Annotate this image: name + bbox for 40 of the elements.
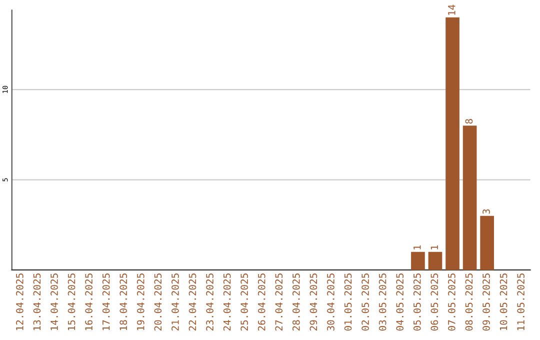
x-tick-label: 17.04.2025 xyxy=(102,274,110,330)
data-label: 1 xyxy=(414,245,421,250)
x-tick-label: 13.04.2025 xyxy=(33,274,41,330)
x-tick-label: 24.04.2025 xyxy=(223,274,231,331)
bar xyxy=(411,252,425,270)
x-tick-label: 21.04.2025 xyxy=(172,274,179,331)
x-tick-label: 16.04.2025 xyxy=(85,274,92,330)
bar xyxy=(462,126,477,270)
x-tick-label: 26.04.2025 xyxy=(258,274,266,331)
x-tick-label: 18.04.2025 xyxy=(120,274,128,330)
x-tick-label: 01.05.2025 xyxy=(344,274,352,331)
x-tick-label: 03.05.2025 xyxy=(378,274,386,331)
x-tick-label: 11.05.2025 xyxy=(517,274,524,330)
x-tick-label: 28.04.2025 xyxy=(292,274,300,331)
x-tick-label: 06.05.2025 xyxy=(430,274,438,331)
x-tick-label: 30.04.2025 xyxy=(327,274,334,331)
x-tick-label: 04.05.2025 xyxy=(396,274,404,331)
data-label: 14 xyxy=(448,4,456,15)
data-label: 1 xyxy=(430,245,438,250)
x-tick-label: 05.05.2025 xyxy=(413,274,421,331)
bar xyxy=(446,17,460,270)
bar xyxy=(428,252,442,270)
x-tick-label: 08.05.2025 xyxy=(465,274,473,331)
x-tick-label: 29.04.2025 xyxy=(310,274,318,331)
x-tick-label: 15.04.2025 xyxy=(68,274,76,330)
x-tick-label: 22.04.2025 xyxy=(188,274,196,331)
x-tick-label: 25.04.2025 xyxy=(240,274,248,331)
bar xyxy=(480,216,494,270)
x-tick-label: 23.04.2025 xyxy=(206,274,214,331)
x-tick-label: 14.04.2025 xyxy=(50,274,58,330)
x-tick-label: 12.04.2025 xyxy=(16,274,24,330)
x-tick-label: 09.05.2025 xyxy=(482,274,490,331)
data-label: 3 xyxy=(482,209,490,214)
x-tick-label: 02.05.2025 xyxy=(362,274,369,331)
x-tick-label: 19.04.2025 xyxy=(136,274,144,330)
data-label: 8 xyxy=(465,119,473,124)
x-tick-label: 10.05.2025 xyxy=(500,274,508,330)
x-tick-label: 07.05.2025 xyxy=(448,274,456,331)
x-tick-label: 20.04.2025 xyxy=(154,274,162,331)
x-tick-label: 27.04.2025 xyxy=(275,274,283,331)
